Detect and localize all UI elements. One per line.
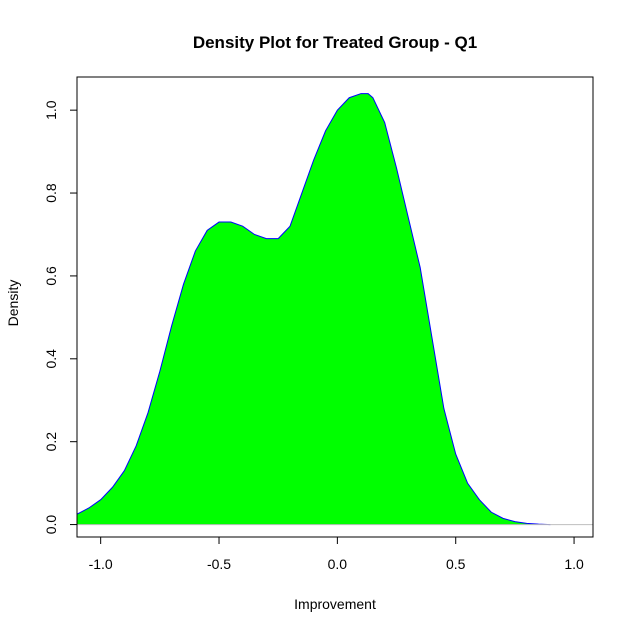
x-tick-label: -0.5 <box>207 556 231 572</box>
y-tick-label: 0.6 <box>43 266 59 286</box>
y-axis: 0.0 0.2 0.4 0.6 0.8 1.0 <box>43 100 78 535</box>
chart-title: Density Plot for Treated Group - Q1 <box>193 33 477 52</box>
x-tick-label: 0.5 <box>446 556 466 572</box>
x-tick-label: -1.0 <box>89 556 113 572</box>
x-tick-label: 0.0 <box>328 556 348 572</box>
density-fill <box>77 93 551 525</box>
y-tick-label: 0.2 <box>43 432 59 452</box>
y-tick-label: 0.8 <box>43 183 59 203</box>
y-tick-label: 0.4 <box>43 349 59 369</box>
plot-layer <box>76 93 593 526</box>
density-line <box>76 93 551 526</box>
x-tick-label: 1.0 <box>564 556 584 572</box>
y-tick-label: 0.0 <box>43 515 59 535</box>
y-axis-label: Density <box>5 280 21 327</box>
y-tick-label: 1.0 <box>43 100 59 120</box>
x-axis-label: Improvement <box>294 596 376 612</box>
x-axis: -1.0 -0.5 0.0 0.5 1.0 <box>89 536 584 572</box>
